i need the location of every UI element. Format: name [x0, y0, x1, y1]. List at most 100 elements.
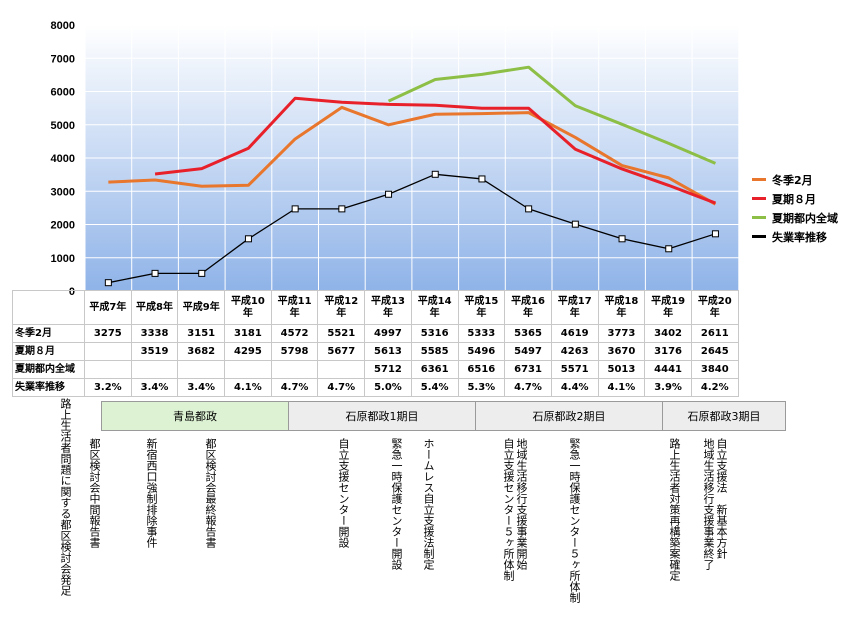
y-tick-label: 8000: [51, 20, 75, 32]
y-tick-label: 6000: [51, 87, 75, 99]
category-header: 平成15 年: [457, 290, 506, 325]
table-cell: 5.0%: [364, 378, 412, 397]
y-tick-label: 2000: [51, 220, 75, 232]
table-cell: 3682: [177, 342, 226, 361]
y-tick-label: 5000: [51, 120, 75, 132]
row-label: 冬季2月: [12, 324, 85, 343]
legend-swatch: [752, 178, 766, 181]
table-cell: 5013: [597, 360, 646, 379]
category-header: 平成8年: [130, 290, 179, 325]
table-cell: 4.7%: [270, 378, 319, 397]
table-cell: 3670: [597, 342, 646, 361]
table-cell: 2645: [690, 342, 739, 361]
data-point-marker: [618, 235, 626, 243]
data-point-marker: [571, 220, 579, 228]
series-lines: [104, 65, 719, 287]
table-row: 夏期８月 3519 3682 4295 5798 5677 5613 5585 5496 5497…: [12, 342, 739, 361]
event-label: 都区検討会中間報告書: [88, 438, 101, 548]
table-cell: 4997: [364, 324, 412, 343]
table-cell: 4.7%: [504, 378, 552, 397]
legend-swatch: [752, 235, 766, 238]
table-cell: 3840: [690, 360, 739, 379]
legend-label: 夏期８月: [772, 192, 816, 206]
era-ishihara-2: 石原都政2期目: [475, 401, 663, 431]
event-label: 自立支援法 新基本方針 地域生活移行支援事業終了: [702, 438, 728, 570]
series-line: [387, 65, 717, 165]
table-cell: 5316: [410, 324, 459, 343]
table-cell: 4441: [644, 360, 692, 379]
table-cell: [84, 360, 132, 379]
event-label: 路上生活者対策再構築案確定: [668, 438, 681, 581]
table-cell: 3338: [130, 324, 179, 343]
table-cell: 3.4%: [130, 378, 179, 397]
table-cell: 5585: [410, 342, 459, 361]
legend-item: 夏期都内全域: [752, 208, 838, 227]
era-aoshima: 青島都政: [101, 401, 289, 431]
table-cell: 3151: [177, 324, 226, 343]
event-label: 都区検討会最終報告書: [204, 438, 217, 548]
table-row: 失業率推移 3.2% 3.4% 3.4% 4.1% 4.7% 4.7% 5.0% 5.4% 5.3…: [12, 378, 739, 397]
legend-label: 夏期都内全域: [772, 211, 838, 225]
table-cell: 3519: [130, 342, 179, 361]
legend-label: 冬季2月: [772, 173, 813, 187]
series-line: [108, 173, 716, 284]
legend-item: 冬季2月: [752, 170, 838, 189]
table-cell: [224, 360, 272, 379]
data-table: 平成7年 平成8年 平成9年 平成10 年平成11 年平成12 年平成13 年平成14 年平成1…: [12, 290, 739, 397]
table-cell: 4263: [550, 342, 599, 361]
era-ishihara-1: 石原都政1期目: [288, 401, 476, 431]
table-row: 冬季2月 3275 3338 3151 3181 4572 5521 4997 5316 5333…: [12, 324, 739, 343]
y-tick-label: 3000: [51, 186, 75, 198]
table-cell: 4.1%: [224, 378, 272, 397]
data-point-marker: [711, 230, 719, 238]
table-cell: 3.4%: [177, 378, 226, 397]
category-header: 平成9年: [177, 290, 226, 325]
event-label: 緊急一時保護センター開設: [390, 438, 403, 570]
legend: 冬季2月 夏期８月 夏期都内全域 失業率推移: [752, 170, 838, 246]
data-point-marker: [665, 245, 673, 253]
table-cell: 3402: [644, 324, 692, 343]
y-tick-label: 4000: [51, 153, 75, 165]
table-cell: 5.3%: [457, 378, 506, 397]
table-cell: 4.7%: [317, 378, 366, 397]
event-label: 自立支援センター開設: [337, 438, 350, 548]
table-cell: 5571: [550, 360, 599, 379]
legend-label: 失業率推移: [772, 230, 827, 244]
data-point-marker: [525, 205, 533, 213]
table-cell: 3773: [597, 324, 646, 343]
event-label: 新宿西口強制排除事件: [145, 438, 158, 548]
table-cell: [84, 342, 132, 361]
table-cell: [317, 360, 366, 379]
table-cell: 3.2%: [84, 378, 132, 397]
event-label: 路上生活者問題に関する都区検討会発足: [59, 398, 72, 596]
category-header: 平成17 年: [550, 290, 599, 325]
table-cell: 5.4%: [410, 378, 459, 397]
table-cell: 3176: [644, 342, 692, 361]
data-point-marker: [431, 170, 439, 178]
data-point-marker: [151, 269, 159, 277]
table-cell: 5496: [457, 342, 506, 361]
data-point-marker: [291, 205, 299, 213]
table-cell: [270, 360, 319, 379]
category-header: 平成16 年: [504, 290, 552, 325]
table-cell: 5521: [317, 324, 366, 343]
y-tick-label: 7000: [51, 53, 75, 65]
table-cell: 6516: [457, 360, 506, 379]
legend-item: 失業率推移: [752, 227, 838, 246]
table-cell: 5712: [364, 360, 412, 379]
table-cell: [130, 360, 179, 379]
legend-swatch: [752, 216, 766, 219]
table-row: 夏期都内全域 5712 6361 6516 6731 5571 5013 4441 3840: [12, 360, 739, 379]
event-label: 地域生活移行支援事業開始 自立支援センター５ヶ所体制: [502, 438, 528, 581]
data-point-marker: [244, 235, 252, 243]
row-label: 夏期都内全域: [12, 360, 85, 379]
data-point-marker: [385, 190, 393, 198]
category-header: 平成11 年: [270, 290, 319, 325]
table-corner: [12, 290, 85, 325]
table-cell: 4.1%: [597, 378, 646, 397]
row-label: 失業率推移: [12, 378, 85, 397]
table-cell: 5677: [317, 342, 366, 361]
table-cell: 3181: [224, 324, 272, 343]
